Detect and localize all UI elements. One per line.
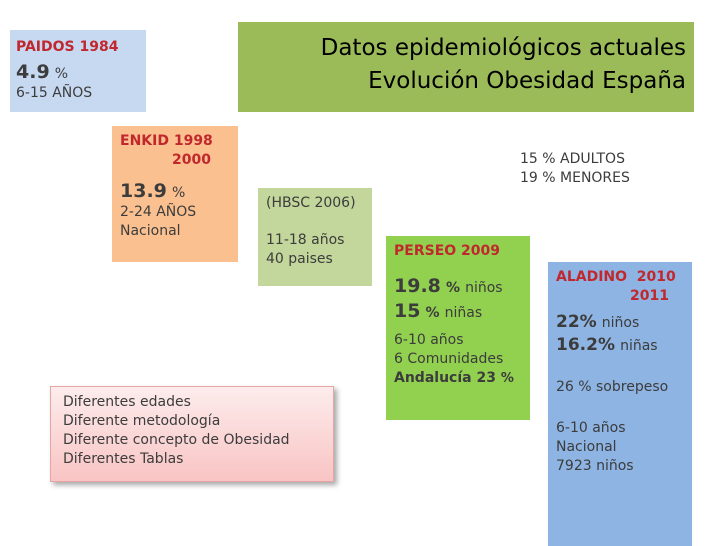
adults-minors-note: 15 % ADULTOS 19 % MENORES [520,150,690,196]
paidos-value-line: 4.9 % [16,61,146,84]
hbsc-scope: 40 paises [266,251,333,267]
aladino-study: ALADINO 2010 [556,269,676,285]
aladino-boys-label: niños [601,315,640,331]
enkid-value: 13.9 [120,180,167,202]
slide-title-line2: Evolución Obesidad España [368,68,686,94]
perseo-study: PERSEO 2009 [394,243,500,259]
aladino-girls-value: 16.2% [556,335,615,355]
enkid-year2: 2000 [172,152,211,168]
perseo-boys-line: 19.8 % niños [394,275,530,298]
perseo-andalucia: Andalucía 23 [394,370,496,386]
note-item: Diferentes edades [63,394,191,410]
slide-title-line1: Datos epidemiológicos actuales [320,35,686,61]
perseo-girls-label: niñas [444,305,483,321]
differences-callout: Diferentes edades Diferente metodología … [50,386,334,482]
perseo-ages: 6-10 años [394,332,464,348]
enkid-ages: 2-24 AÑOS [120,204,197,220]
aladino-overweight: 26 % sobrepeso [556,379,669,395]
perseo-box: PERSEO 2009 19.8 % niños 15 % niñas 6-10… [386,236,530,420]
aladino-ages: 6-10 años [556,420,626,436]
title-box: Datos epidemiológicos actuales Evolución… [238,22,694,112]
aladino-year2: 2011 [630,288,669,304]
aladino-girls-line: 16.2% niñas [556,335,692,356]
enkid-unit: % [171,185,186,201]
hbsc-study: (HBSC 2006) [266,195,356,211]
paidos-unit: % [54,66,69,82]
perseo-girls-unit: % [425,305,440,321]
note-item: Diferente concepto de Obesidad [63,432,290,448]
note-item: Diferente metodología [63,413,221,429]
perseo-girls-line: 15 % niñas [394,300,530,323]
perseo-girls-value: 15 [394,300,421,322]
minors-line: 19 % MENORES [520,170,630,186]
enkid-box: ENKID 1998 2000 13.9 % 2-24 AÑOS Naciona… [112,126,238,262]
enkid-value-line: 13.9 % [120,180,238,203]
paidos-box: PAIDOS 1984 4.9 % 6-15 AÑOS [10,30,146,112]
paidos-value: 4.9 [16,61,50,83]
perseo-boys-value: 19.8 [394,275,441,297]
aladino-scope: Nacional [556,439,617,455]
perseo-scope: 6 Comunidades [394,351,504,367]
paidos-study: PAIDOS 1984 [16,39,119,55]
aladino-box: ALADINO 2010 2011 22% niños 16.2% niñas … [548,262,692,546]
aladino-boys-line: 22% niños [556,312,692,333]
perseo-andalucia-unit: % [500,371,514,386]
hbsc-box: (HBSC 2006) 11-18 años 40 paises [258,188,372,286]
perseo-andalucia-line: Andalucía 23 % [394,369,530,388]
enkid-scope: Nacional [120,223,181,239]
perseo-boys-unit: % [445,280,461,296]
adults-line: 15 % ADULTOS [520,151,625,167]
aladino-girls-label: niñas [620,338,658,354]
hbsc-ages: 11-18 años [266,232,345,248]
enkid-study: ENKID 1998 [120,133,213,149]
aladino-boys-value: 22% [556,312,597,332]
perseo-boys-label: niños [465,280,503,296]
paidos-ages: 6-15 AÑOS [16,85,93,101]
aladino-sample: 7923 niños [556,458,634,474]
note-item: Diferentes Tablas [63,451,184,467]
